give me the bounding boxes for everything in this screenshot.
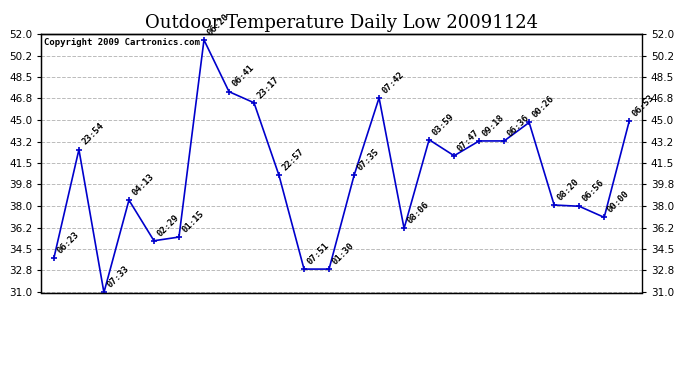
Text: 06:53: 06:53	[631, 93, 656, 118]
Text: 01:30: 01:30	[331, 241, 356, 266]
Text: 08:06: 08:06	[406, 200, 431, 226]
Text: 03:59: 03:59	[431, 112, 456, 137]
Text: 06:20: 06:20	[206, 12, 230, 37]
Text: 07:42: 07:42	[380, 70, 406, 95]
Text: 00:26: 00:26	[531, 94, 556, 120]
Text: 00:00: 00:00	[606, 189, 631, 214]
Text: 06:23: 06:23	[55, 230, 81, 255]
Title: Outdoor Temperature Daily Low 20091124: Outdoor Temperature Daily Low 20091124	[145, 14, 538, 32]
Text: 22:57: 22:57	[280, 147, 306, 172]
Text: 07:51: 07:51	[306, 241, 331, 266]
Text: 23:54: 23:54	[80, 122, 106, 147]
Text: 07:33: 07:33	[106, 264, 130, 290]
Text: 07:35: 07:35	[355, 147, 381, 172]
Text: Copyright 2009 Cartronics.com: Copyright 2009 Cartronics.com	[44, 38, 200, 46]
Text: 08:20: 08:20	[555, 177, 581, 202]
Text: 23:17: 23:17	[255, 75, 281, 100]
Text: 06:36: 06:36	[506, 113, 531, 138]
Text: 07:47: 07:47	[455, 128, 481, 153]
Text: 06:41: 06:41	[230, 63, 256, 89]
Text: 02:29: 02:29	[155, 213, 181, 238]
Text: 04:13: 04:13	[130, 172, 156, 197]
Text: 01:15: 01:15	[180, 209, 206, 234]
Text: 06:56: 06:56	[580, 178, 606, 204]
Text: 09:18: 09:18	[480, 113, 506, 138]
